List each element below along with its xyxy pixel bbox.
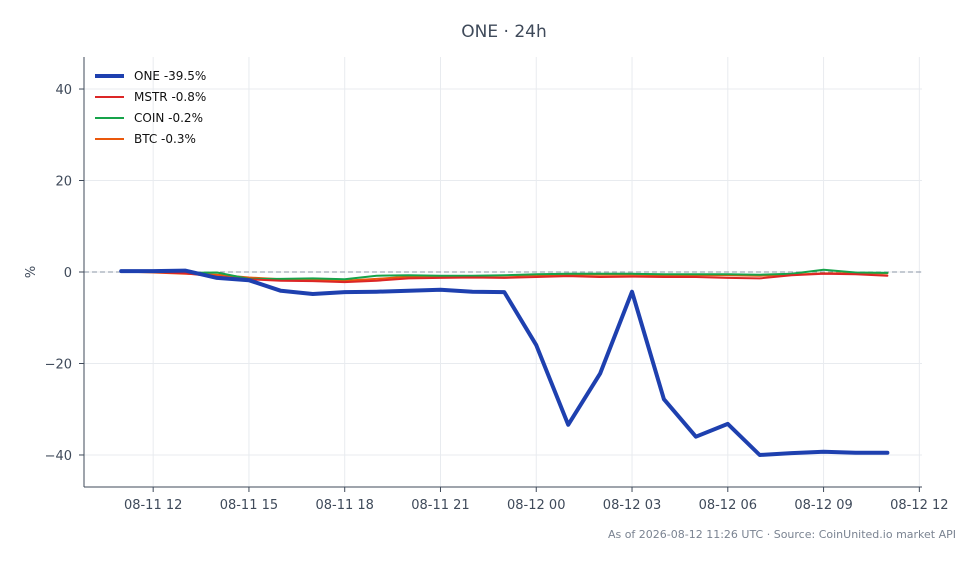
footnote: As of 2026-08-12 11:26 UTC · Source: Coi… xyxy=(608,528,956,541)
y-tick-label: 0 xyxy=(64,266,72,281)
y-axis-label: % xyxy=(24,266,39,278)
series-line-one xyxy=(119,268,890,457)
legend-label-mstr: MSTR -0.8% xyxy=(134,90,206,104)
legend-label-one: ONE -39.5% xyxy=(134,69,206,83)
legend-label-btc: BTC -0.3% xyxy=(134,132,196,146)
x-tick-label: 08-12 06 xyxy=(699,498,757,513)
x-tick-label: 08-11 15 xyxy=(220,498,278,513)
y-tick-label: 40 xyxy=(55,83,72,98)
y-axis-ticks: 40 20 0 −20 −40 xyxy=(45,83,84,464)
x-axis-ticks: 08-11 12 08-11 15 08-11 18 08-11 21 08-12 00… xyxy=(124,487,949,513)
y-tick-label: 20 xyxy=(55,175,72,190)
chart-title: ONE · 24h xyxy=(461,22,546,42)
legend: ONE -39.5% MSTR -0.8% COIN -0.2% BTC -0.3% xyxy=(95,69,206,146)
series-lines xyxy=(119,268,890,457)
y-tick-label: −40 xyxy=(45,449,72,464)
x-tick-label: 08-11 21 xyxy=(411,498,469,513)
x-tick-label: 08-11 18 xyxy=(315,498,373,513)
x-tick-label: 08-12 12 xyxy=(890,498,948,513)
x-tick-label: 08-11 12 xyxy=(124,498,182,513)
legend-label-coin: COIN -0.2% xyxy=(134,111,203,125)
x-tick-label: 08-12 03 xyxy=(603,498,661,513)
y-tick-label: −20 xyxy=(45,357,72,372)
x-tick-label: 08-12 09 xyxy=(794,498,852,513)
x-tick-label: 08-12 00 xyxy=(507,498,565,513)
